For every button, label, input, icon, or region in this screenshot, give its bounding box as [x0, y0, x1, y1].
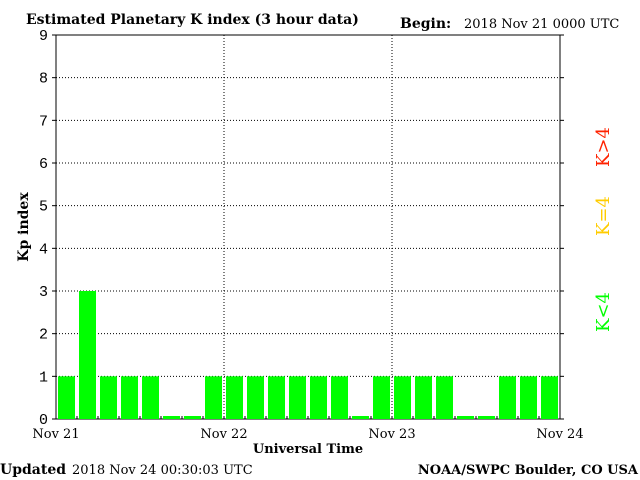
y-tick-label: 6 — [39, 156, 48, 173]
updated-value: 2018 Nov 24 00:30:03 UTC — [72, 463, 253, 478]
plot-frame — [55, 34, 561, 420]
kp-bar — [100, 376, 117, 419]
chart-title: Estimated Planetary K index (3 hour data… — [26, 12, 359, 28]
kp-bar — [415, 376, 432, 419]
x-axis-ticks: Nov 21 Nov 22 Nov 23 Nov 24 — [32, 416, 584, 442]
kp-bar — [457, 416, 474, 419]
y-tick-label: 7 — [39, 113, 48, 130]
x-tick-label: Nov 21 — [32, 427, 79, 442]
y-axis-label: Kp index — [16, 192, 32, 262]
legend-k-greater-4: K>4 — [593, 127, 614, 167]
grid-layer — [56, 35, 560, 419]
kp-bar — [163, 416, 180, 419]
y-tick-label: 9 — [39, 28, 48, 45]
credit-text: NOAA/SWPC Boulder, CO USA — [418, 463, 639, 478]
kp-bar — [58, 376, 75, 419]
kp-bar — [478, 416, 495, 419]
y-tick-label: 3 — [39, 284, 48, 301]
x-axis-label: Universal Time — [253, 442, 363, 457]
kp-bar — [289, 376, 306, 419]
y-axis-ticks: 0 1 2 3 4 5 6 7 8 9 — [39, 28, 564, 429]
legend-k-equal-4: K=4 — [593, 196, 614, 236]
bar-layer — [58, 291, 558, 419]
y-tick-label: 4 — [39, 241, 48, 258]
kp-bar — [499, 376, 516, 419]
legend-k-less-4: K<4 — [593, 292, 614, 332]
x-tick-label: Nov 23 — [368, 427, 415, 442]
kp-bar — [352, 416, 369, 419]
kp-bar — [541, 376, 558, 419]
kp-bar — [142, 376, 159, 419]
kp-bar — [520, 376, 537, 419]
x-tick-label: Nov 22 — [200, 427, 247, 442]
begin-label: Begin: — [400, 16, 451, 32]
y-tick-label: 8 — [39, 71, 48, 88]
kp-bar — [247, 376, 264, 419]
kp-bar — [205, 376, 222, 419]
kp-bar — [121, 376, 138, 419]
kp-bar — [310, 376, 327, 419]
kp-bar — [79, 291, 96, 419]
kp-bar — [373, 376, 390, 419]
y-tick-label: 5 — [39, 199, 48, 216]
kp-bar — [268, 376, 285, 419]
y-tick-label: 2 — [39, 327, 48, 344]
x-tick-label: Nov 24 — [536, 427, 583, 442]
kp-bar — [394, 376, 411, 419]
kp-bar — [184, 416, 201, 419]
kp-bar — [436, 376, 453, 419]
kp-bar — [226, 376, 243, 419]
kp-bar — [331, 376, 348, 419]
begin-value: 2018 Nov 21 0000 UTC — [464, 17, 619, 32]
y-tick-label: 1 — [39, 369, 48, 386]
updated-label: Updated — [0, 462, 66, 478]
y-tick-label: 0 — [39, 412, 48, 429]
